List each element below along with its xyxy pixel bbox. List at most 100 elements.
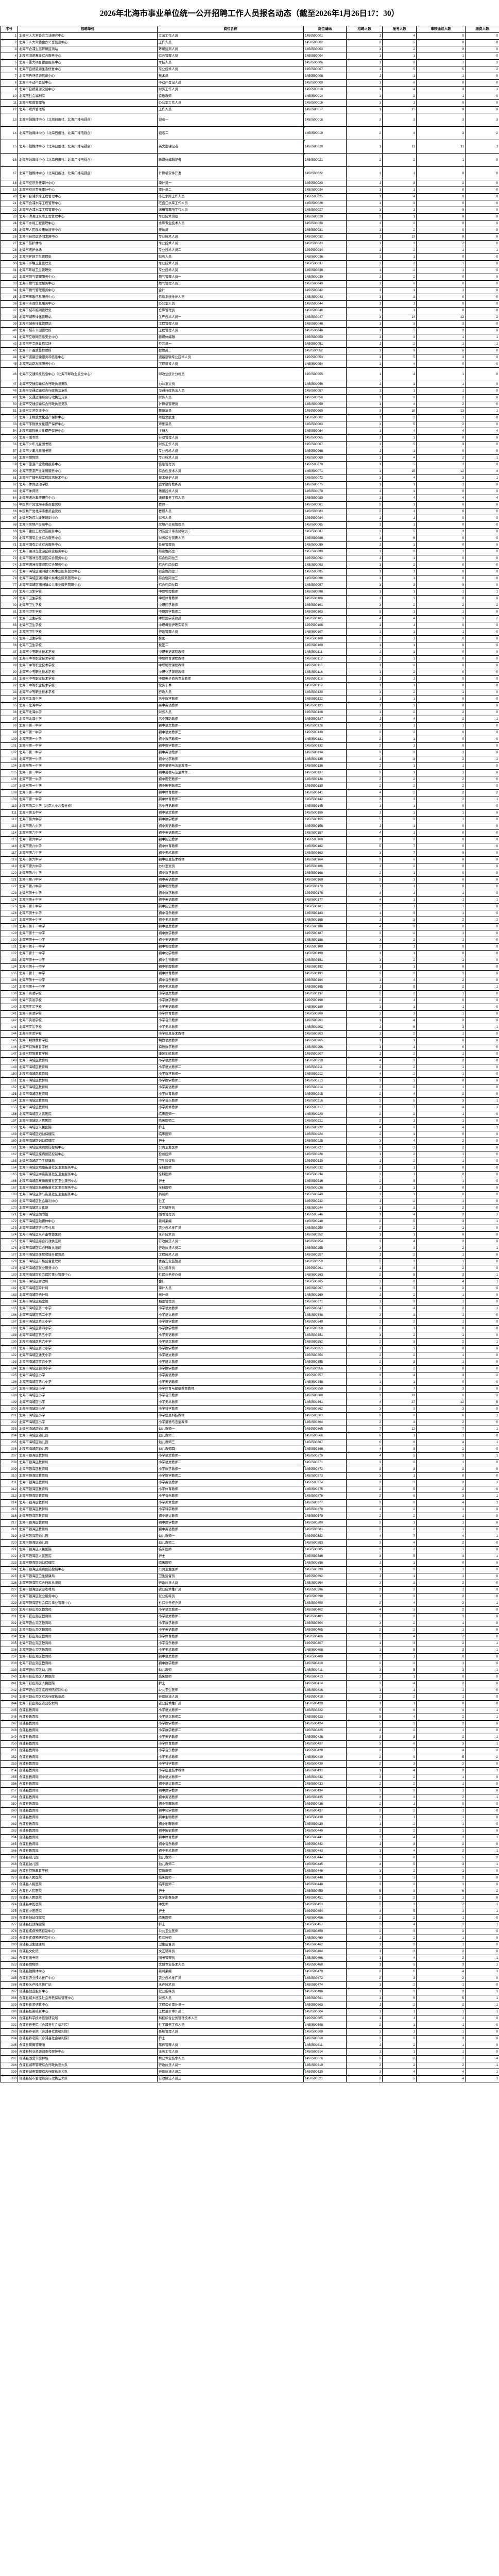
cell-hire-count: 1 (346, 401, 383, 408)
cell-index: 122 (0, 883, 18, 890)
table-row: 119 北海市第六中学 办公室文员 1450500166 1 2 0 0 (0, 863, 499, 870)
cell-hire-count: 1 (346, 575, 383, 582)
cell-pass-count: 3 (416, 528, 466, 535)
cell-pass-count: 1 (416, 153, 466, 167)
cell-unit: 合浦县水产技术推广站 (18, 1981, 158, 1989)
cell-code: 1450500126 (303, 709, 347, 716)
cell-pass-count: 1 (416, 267, 466, 274)
cell-code: 1450500059 (303, 401, 347, 408)
cell-apply-count: 5 (382, 2075, 417, 2082)
cell-pass-count: 2 (416, 984, 466, 991)
table-row: 130 北海市第十一中学 初中英语教师 1450500188 3 2 1 0 (0, 937, 499, 944)
cell-hire-count: 1 (346, 73, 383, 80)
table-row: 299 合浦县城市管理综合行政执法大队 行政执法人员二 1450500520 3 4 4 1 (0, 2069, 499, 2076)
cell-pass-count: 1 (416, 341, 466, 348)
cell-unit: 北海市融媒体中心（北海日报社、北海广播电视台） (18, 113, 158, 127)
table-row: 175 北海市海城区综合行政执法局 行政执法人员一 1450500254 3 4 2 0 (0, 1238, 499, 1245)
cell-unit: 合浦县中医医院 (18, 1901, 158, 1908)
cell-paid-count: 0 (465, 448, 499, 455)
cell-unit: 北海市铁山港区人民医院 (18, 1680, 158, 1687)
cell-hire-count: 1 (346, 233, 383, 241)
cell-apply-count: 1 (382, 53, 417, 60)
cell-post: 小学美术教师 (157, 1754, 304, 1761)
cell-pass-count: 1 (416, 1158, 466, 1165)
cell-apply-count: 1 (382, 635, 417, 642)
table-row: 231 北海市铁山港区教育局 小学语文教师二 1450500403 3 2 1 0 (0, 1613, 499, 1620)
cell-pass-count: 3 (416, 1405, 466, 1413)
cell-unit: 北海市铁山港区综合行政执法局 (18, 1693, 158, 1701)
cell-index: 288 (0, 1995, 18, 2002)
cell-paid-count: 0 (465, 883, 499, 890)
cell-apply-count: 1 (382, 1171, 417, 1178)
cell-unit: 合浦县城乡居民社会养老保险管理中心 (18, 1995, 158, 2002)
cell-code: 1450500142 (303, 796, 347, 803)
cell-post: 环境监测人员 (157, 46, 304, 53)
cell-apply-count: 4 (382, 428, 417, 435)
cell-code: 1450500164 (303, 856, 347, 863)
cell-apply-count: 3 (382, 1205, 417, 1212)
table-row: 54 北海市非物质文化遗产保护中心 主持人 1450500064 1 4 4 4 (0, 428, 499, 435)
cell-post: 审计人员 (157, 1285, 304, 1292)
cell-post: 初中语文教师 (157, 1653, 304, 1660)
cell-pass-count: 1 (416, 1586, 466, 1594)
cell-hire-count: 1 (346, 367, 383, 381)
cell-apply-count: 1 (382, 803, 417, 810)
cell-pass-count: 0 (416, 1037, 466, 1044)
cell-hire-count: 1 (346, 963, 383, 971)
cell-apply-count: 2 (382, 414, 417, 421)
table-row: 7 北海市自然资源信息中心 技术员 1450500008 1 1 1 0 (0, 73, 499, 80)
table-row: 286 合浦县水产技术推广站 水产技术员 1450500474 1 2 1 0 (0, 1981, 499, 1989)
cell-index: 107 (0, 783, 18, 790)
cell-paid-count: 0 (465, 1774, 499, 1781)
cell-apply-count: 2 (382, 1198, 417, 1205)
cell-apply-count: 5 (382, 1097, 417, 1105)
cell-unit: 北海市海城区人民医院 (18, 1124, 158, 1131)
cell-index: 86 (0, 642, 18, 649)
cell-code: 1450500189 (303, 943, 347, 951)
cell-code: 1450500464 (303, 1948, 347, 1955)
cell-code: 1450500185 (303, 917, 347, 924)
cell-index: 295 (0, 2042, 18, 2049)
cell-post: 综合性岗位二 (157, 568, 304, 575)
cell-paid-count: 0 (465, 1606, 499, 1614)
cell-paid-count: 0 (465, 1091, 499, 1098)
cell-code: 1450500047 (303, 314, 347, 321)
cell-apply-count: 2 (382, 274, 417, 281)
cell-unit: 北海市铁山港区教育局 (18, 1653, 158, 1660)
cell-post: 初中音乐教师 (157, 910, 304, 917)
cell-post: 特教教师 (157, 1868, 304, 1875)
table-row: 258 合浦县教育局 初中英语教师 1450500435 3 3 2 1 (0, 1794, 499, 1801)
cell-code: 1450500449 (303, 1881, 347, 1888)
cell-unit: 合浦县养老院（合浦县社会福利院） (18, 2035, 158, 2042)
cell-apply-count: 1 (382, 1164, 417, 1172)
cell-apply-count: 3 (382, 334, 417, 341)
cell-index: 149 (0, 1064, 18, 1071)
cell-pass-count: 0 (416, 1673, 466, 1681)
cell-pass-count: 1 (416, 2022, 466, 2029)
cell-pass-count: 2 (416, 1238, 466, 1245)
cell-paid-count: 0 (465, 1138, 499, 1145)
cell-index: 267 (0, 1854, 18, 1861)
cell-code: 1450500130 (303, 729, 347, 736)
cell-hire-count: 1 (346, 521, 383, 529)
cell-post: 水产技术员 (157, 1981, 304, 1989)
cell-apply-count: 4 (382, 454, 417, 462)
cell-unit: 北海市海城区综合行政执法局 (18, 1245, 158, 1252)
cell-index: 258 (0, 1794, 18, 1801)
cell-pass-count: 4 (416, 1104, 466, 1111)
cell-apply-count: 1 (382, 1345, 417, 1352)
cell-paid-count: 1 (465, 341, 499, 348)
cell-hire-count: 2 (346, 153, 383, 167)
cell-index: 287 (0, 1988, 18, 1995)
cell-code: 1450500010 (303, 86, 347, 93)
cell-index: 7 (0, 73, 18, 80)
cell-hire-count: 1 (346, 1988, 383, 1995)
cell-post: 邮政业统计分析员 (157, 367, 304, 381)
cell-pass-count: 1 (416, 1030, 466, 1038)
cell-unit: 北海市卫生学校 (18, 629, 158, 636)
cell-index: 177 (0, 1251, 18, 1259)
cell-apply-count: 4 (382, 1955, 417, 1962)
cell-apply-count: 1 (382, 876, 417, 884)
table-row: 99 北海市第一中学 初中语文教师三 1450500130 2 2 0 0 (0, 729, 499, 736)
cell-index: 172 (0, 1218, 18, 1225)
